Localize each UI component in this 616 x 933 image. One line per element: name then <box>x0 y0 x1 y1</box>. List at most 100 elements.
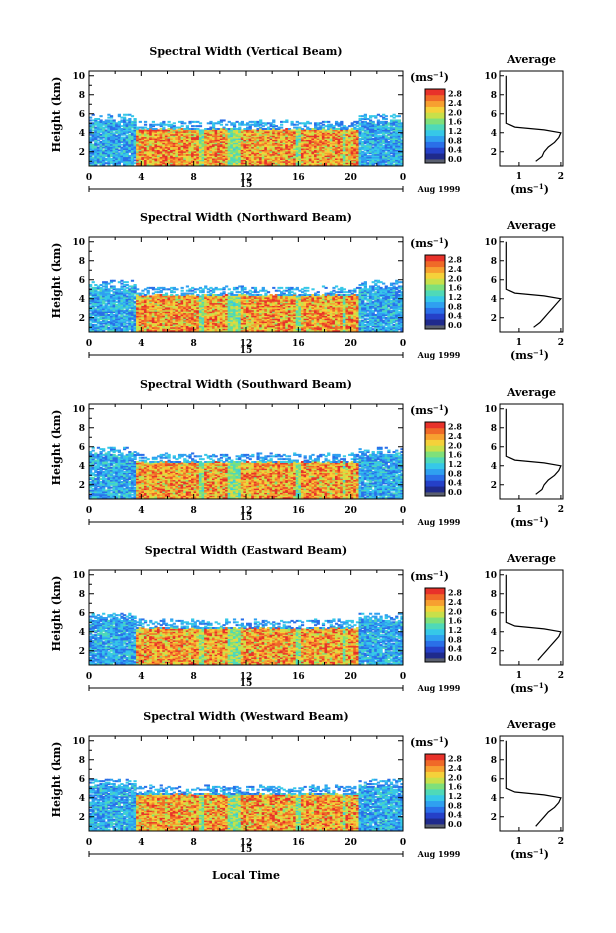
avg-y-tick-label: 6 <box>491 775 497 785</box>
avg-x-tick-label: 1 <box>516 671 522 681</box>
avg-y-tick-label: 4 <box>491 129 497 139</box>
colorbar-segment <box>425 440 445 446</box>
colorbar-segment <box>425 611 445 617</box>
average-title: Average <box>506 386 556 399</box>
avg-x-tick-label: 1 <box>516 837 522 847</box>
colorbar-segment <box>425 789 445 795</box>
x-tick-label: 0 <box>86 506 92 516</box>
y-tick-label: 10 <box>72 72 85 82</box>
colorbar-segment <box>425 480 445 486</box>
colorbar-segment <box>425 284 445 290</box>
colorbar-tick-label: 2.4 <box>448 264 462 274</box>
colorbar-tick-label: 2.4 <box>448 597 462 607</box>
colorbar-tick-label: 1.6 <box>448 450 462 460</box>
avg-y-tick-label: 10 <box>484 737 497 747</box>
y-axis-label: Height (km) <box>50 410 63 486</box>
colorbar-segment <box>425 469 445 475</box>
average-frame <box>500 71 563 166</box>
colorbar-tick-label: 2.0 <box>448 606 462 616</box>
colorbar-zero <box>425 824 445 828</box>
avg-x-tick-label: 1 <box>516 505 522 515</box>
avg-y-tick-label: 8 <box>491 257 497 267</box>
date-day: 15 <box>240 180 253 190</box>
x-tick-label: 0 <box>400 339 406 349</box>
panel-title: Spectral Width (Eastward Beam) <box>145 544 347 557</box>
colorbar-segment <box>425 606 445 612</box>
colorbar-segment <box>425 812 445 818</box>
colorbar-segment <box>425 112 445 118</box>
x-tick-label: 4 <box>138 339 144 349</box>
x-tick-label: 20 <box>344 838 357 848</box>
average-unit: (ms−1) <box>510 348 549 362</box>
colorbar-segment <box>425 255 445 261</box>
x-tick-label: 16 <box>292 173 305 183</box>
colorbar-tick-label: 0.4 <box>448 478 462 488</box>
colorbar-zero <box>425 492 445 496</box>
colorbar-tick-label: 0.8 <box>448 634 462 644</box>
colorbar-segment <box>425 588 445 594</box>
colorbar-tick-label: 2.8 <box>448 422 462 432</box>
heatmap <box>89 613 406 665</box>
y-axis-label: Height (km) <box>50 576 63 652</box>
colorbar-segment <box>425 754 445 760</box>
avg-x-tick-label: 2 <box>558 505 564 515</box>
colorbar-segment <box>425 457 445 463</box>
avg-x-tick-label: 2 <box>558 671 564 681</box>
average-frame <box>500 736 563 831</box>
colorbar-segment <box>425 795 445 801</box>
colorbar-unit: (ms−1) <box>410 735 449 749</box>
colorbar-segment <box>425 600 445 606</box>
colorbar-segment <box>425 124 445 130</box>
colorbar-tick-label: 1.6 <box>448 283 462 293</box>
colorbar-tick-label: 1.6 <box>448 616 462 626</box>
avg-x-tick-label: 2 <box>558 172 564 182</box>
colorbar-unit: (ms−1) <box>410 403 449 417</box>
y-tick-label: 8 <box>79 91 85 101</box>
colorbar-segment <box>425 302 445 308</box>
colorbar-tick-label: 0.8 <box>448 135 462 145</box>
x-tick-label: 8 <box>191 838 197 848</box>
avg-x-tick-label: 2 <box>558 338 564 348</box>
panel-title: Spectral Width (Southward Beam) <box>140 378 352 391</box>
colorbar-segment <box>425 319 445 325</box>
colorbar-segment <box>425 783 445 789</box>
colorbar-segment <box>425 629 445 635</box>
avg-y-tick-label: 4 <box>491 462 497 472</box>
colorbar-tick-label: 1.2 <box>448 791 462 801</box>
x-tick-label: 0 <box>400 838 406 848</box>
colorbar-segment <box>425 107 445 113</box>
colorbar-segment <box>425 118 445 124</box>
colorbar-unit: (ms−1) <box>410 569 449 583</box>
colorbar-segment <box>425 807 445 813</box>
colorbar-segment <box>425 772 445 778</box>
colorbar-tick-label: 0.4 <box>448 810 462 820</box>
date-label: Aug 1999 <box>417 517 461 527</box>
y-tick-label: 4 <box>79 628 85 638</box>
y-tick-label: 6 <box>79 609 85 619</box>
colorbar-segment <box>425 594 445 600</box>
colorbar-tick-label: 1.2 <box>448 459 462 469</box>
colorbar-segment <box>425 760 445 766</box>
y-tick-label: 10 <box>72 238 85 248</box>
colorbar-segment <box>425 463 445 469</box>
y-tick-label: 8 <box>79 590 85 600</box>
x-tick-label: 8 <box>191 506 197 516</box>
colorbar-segment <box>425 777 445 783</box>
colorbar-tick-label: 0.4 <box>448 644 462 654</box>
colorbar-segment <box>425 652 445 658</box>
avg-x-tick-label: 1 <box>516 338 522 348</box>
y-tick-label: 8 <box>79 756 85 766</box>
avg-y-tick-label: 10 <box>484 72 497 82</box>
average-frame <box>500 570 563 665</box>
colorbar-segment <box>425 95 445 101</box>
colorbar-segment <box>425 818 445 824</box>
colorbar-segment <box>425 451 445 457</box>
colorbar-tick-label: 2.0 <box>448 107 462 117</box>
y-tick-label: 6 <box>79 110 85 120</box>
panel-4: Spectral Width (Westward Beam)246810Heig… <box>50 710 564 861</box>
date-label: Aug 1999 <box>417 184 461 194</box>
colorbar-segment <box>425 296 445 302</box>
avg-y-tick-label: 10 <box>484 571 497 581</box>
panel-1: Spectral Width (Northward Beam)246810Hei… <box>50 211 564 362</box>
